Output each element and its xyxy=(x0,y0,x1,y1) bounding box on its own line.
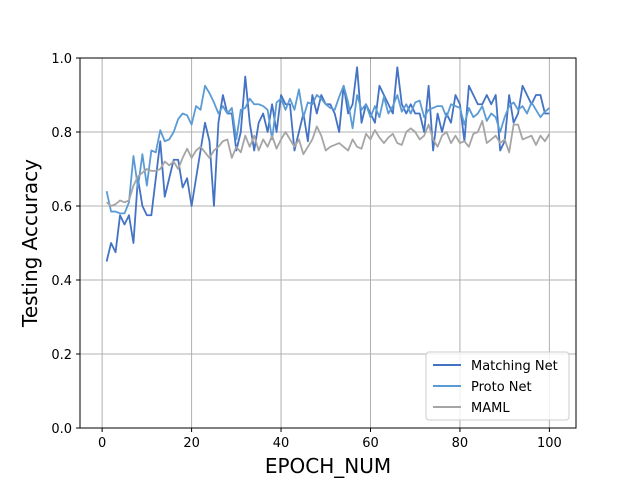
series-line-maml xyxy=(106,120,551,207)
y-tick-label: 0.0 xyxy=(51,422,72,437)
x-tick-label: 80 xyxy=(452,436,469,451)
series-line-matching-net xyxy=(105,66,550,262)
x-axis-ticks: 0 20 40 60 80 100 xyxy=(98,428,562,451)
legend-box xyxy=(425,351,570,421)
legend-label-maml: MAML xyxy=(471,401,510,416)
y-tick-label: 0.4 xyxy=(51,274,72,289)
series-lines xyxy=(105,66,551,262)
y-axis-ticks: 0.0 0.2 0.4 0.6 0.8 1.0 xyxy=(51,52,80,437)
plot-frame xyxy=(79,57,577,429)
y-tick-label: 0.6 xyxy=(51,200,72,215)
x-tick-label: 20 xyxy=(183,436,200,451)
x-tick-label: 60 xyxy=(362,436,379,451)
y-tick-label: 0.2 xyxy=(51,348,72,363)
x-axis-title: EPOCH_NUM xyxy=(265,454,391,478)
y-tick-label: 0.8 xyxy=(51,126,72,141)
y-axis-title: Testing Accuracy xyxy=(18,159,42,328)
series-line-proto-net xyxy=(105,84,550,215)
x-tick-label: 100 xyxy=(537,436,562,451)
x-tick-label: 0 xyxy=(98,436,106,451)
legend-label-proto-net: Proto Net xyxy=(471,380,532,395)
legend-label-matching-net: Matching Net xyxy=(471,359,558,374)
x-tick-label: 40 xyxy=(273,436,290,451)
legend: Matching Net Proto Net MAML xyxy=(425,351,570,421)
y-tick-label: 1.0 xyxy=(51,52,72,67)
